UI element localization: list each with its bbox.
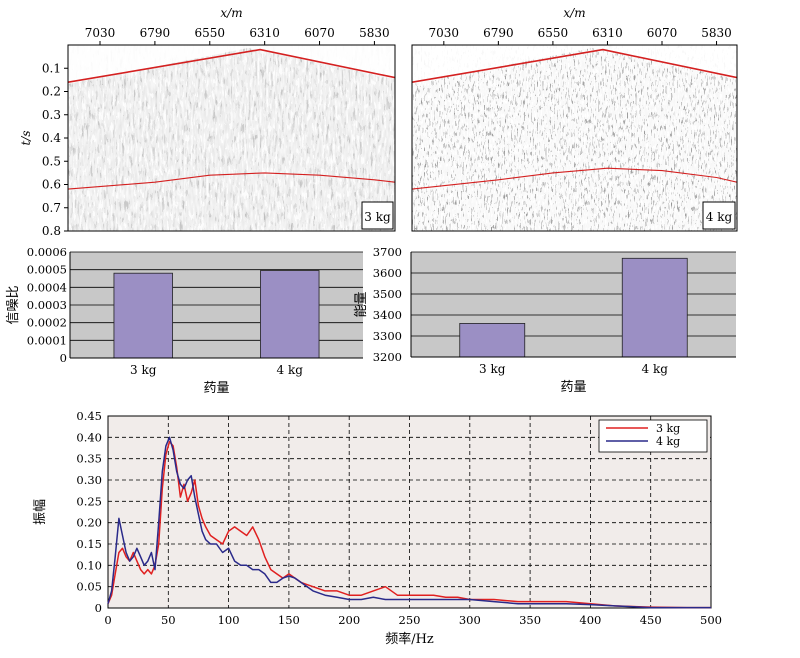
x-tick-label: 6790 <box>140 26 171 40</box>
x-tick-label: 7030 <box>429 26 460 40</box>
first-break-line <box>68 48 395 83</box>
amplitude-spectrum-chart: 0 50 100 150 200 250 300 350 400 450 500 0 0.05 0.10 0… <box>33 409 722 647</box>
legend-box <box>598 419 708 453</box>
x-tick-label: 100 <box>218 613 240 627</box>
x-tick-label: 350 <box>519 613 541 627</box>
x-tick-label: 200 <box>338 613 360 627</box>
y-tick-label: 0 <box>60 351 67 365</box>
y-tick-label: 0.0002 <box>27 316 67 330</box>
y-tick-label: 3300 <box>373 329 402 343</box>
x-tick-label: 500 <box>700 613 722 627</box>
y-tick-label: 0.8 <box>42 224 61 238</box>
y-axis-title: 信噪比 <box>6 285 21 324</box>
legend-label: 3 kg <box>656 422 680 435</box>
y-tick-label: 0.0006 <box>27 245 67 259</box>
y-tick-label: 0.30 <box>76 473 102 487</box>
seismic-traces-texture <box>68 45 395 231</box>
x-tick-label: 6070 <box>647 26 678 40</box>
y-tick-label: 0.40 <box>76 430 102 444</box>
y-tick-label: 3700 <box>373 245 402 259</box>
x-tick-label: 6310 <box>249 26 280 40</box>
seismic-panel-frame <box>411 44 738 232</box>
panel-annotation-box <box>702 201 736 230</box>
y-tick-label: 3200 <box>373 350 402 364</box>
panel-annotation-box <box>361 201 394 230</box>
x-tick-label: 4 kg <box>642 362 669 376</box>
y-tick-label: 0.0003 <box>27 298 67 312</box>
panel-annotation: 4 kg <box>706 210 733 224</box>
x-tick-label: 150 <box>278 613 300 627</box>
y-tick-label: 0.05 <box>76 580 102 594</box>
x-tick-label: 6070 <box>304 26 335 40</box>
x-axis-title: x/m <box>220 6 242 20</box>
first-break-line <box>412 48 737 83</box>
x-axis-title: 频率/Hz <box>385 631 434 647</box>
x-tick-label: 6550 <box>195 26 226 40</box>
bar-3kg <box>459 322 526 358</box>
y-tick-label: 0.10 <box>76 558 102 572</box>
x-axis-title: x/m <box>563 6 585 20</box>
x-tick-label: 3 kg <box>479 362 506 376</box>
x-tick-label: 6790 <box>483 26 514 40</box>
y-axis-title: 能量 <box>354 291 369 317</box>
x-axis-title: 药量 <box>560 380 586 395</box>
y-tick-label: 3600 <box>373 266 402 280</box>
y-tick-label: 0.25 <box>76 494 102 508</box>
y-tick-label: 0.6 <box>42 178 61 192</box>
reflection-curve <box>412 167 737 190</box>
y-tick-label: 0.5 <box>42 154 61 168</box>
x-tick-label: 5830 <box>701 26 732 40</box>
seismic-panel-4kg: 7030 6790 6550 6310 6070 5830 x/m 4 kg <box>411 6 738 232</box>
x-tick-label: 0 <box>104 613 111 627</box>
y-axis-title: t/s <box>19 130 33 145</box>
y-tick-label: 0.2 <box>42 85 61 99</box>
x-tick-label: 5830 <box>359 26 390 40</box>
legend-label: 4 kg <box>656 435 680 448</box>
y-tick-label: 0.3 <box>42 108 61 122</box>
y-tick-label: 0.0001 <box>27 333 67 347</box>
y-tick-label: 0 <box>95 601 102 615</box>
bar-4kg <box>260 270 320 359</box>
x-tick-label: 50 <box>161 613 176 627</box>
x-tick-label: 6550 <box>538 26 569 40</box>
y-tick-label: 0.4 <box>42 131 61 145</box>
seismic-traces-texture <box>412 45 737 231</box>
first-break-mute-zone <box>68 45 395 84</box>
x-tick-label: 7030 <box>85 26 116 40</box>
y-tick-label: 3500 <box>373 287 402 301</box>
reflection-curve <box>68 172 395 190</box>
y-axis-title: 振幅 <box>33 499 48 525</box>
x-tick-label: 450 <box>640 613 662 627</box>
x-axis-title: 药量 <box>203 381 229 396</box>
y-tick-label: 0.0005 <box>27 263 67 277</box>
x-tick-label: 6310 <box>592 26 623 40</box>
bar-4kg <box>621 257 688 358</box>
y-tick-label: 0.15 <box>76 537 102 551</box>
snr-bar-chart: 0 0.0001 0.0002 0.0003 0.0004 0.0005 0.0006 3 k… <box>6 245 363 396</box>
x-tick-label: 3 kg <box>130 363 157 377</box>
x-tick-label: 250 <box>399 613 421 627</box>
x-tick-label: 4 kg <box>277 363 304 377</box>
bar-3kg <box>113 272 173 359</box>
energy-bar-chart: 3200 3300 3400 3500 3600 3700 3 kg 4 kg 药量 能量 <box>354 245 736 395</box>
y-tick-label: 3400 <box>373 308 402 322</box>
y-tick-label: 0.35 <box>76 452 102 466</box>
x-tick-label: 300 <box>459 613 481 627</box>
panel-annotation: 3 kg <box>364 210 391 224</box>
y-tick-label: 0.1 <box>42 61 61 75</box>
y-tick-label: 0.20 <box>76 516 102 530</box>
y-tick-label: 0.7 <box>42 201 61 215</box>
series-line-3kg <box>107 440 711 609</box>
x-tick-label: 400 <box>579 613 601 627</box>
seismic-panel-3kg: 7030 6790 6550 6310 6070 5830 x/m 0.1 0.2 0.3 0.4 0… <box>19 6 396 238</box>
series-line-4kg <box>107 436 711 609</box>
y-tick-label: 0.45 <box>76 409 102 423</box>
first-break-mute-zone <box>412 45 737 84</box>
y-tick-label: 0.0004 <box>27 280 67 294</box>
